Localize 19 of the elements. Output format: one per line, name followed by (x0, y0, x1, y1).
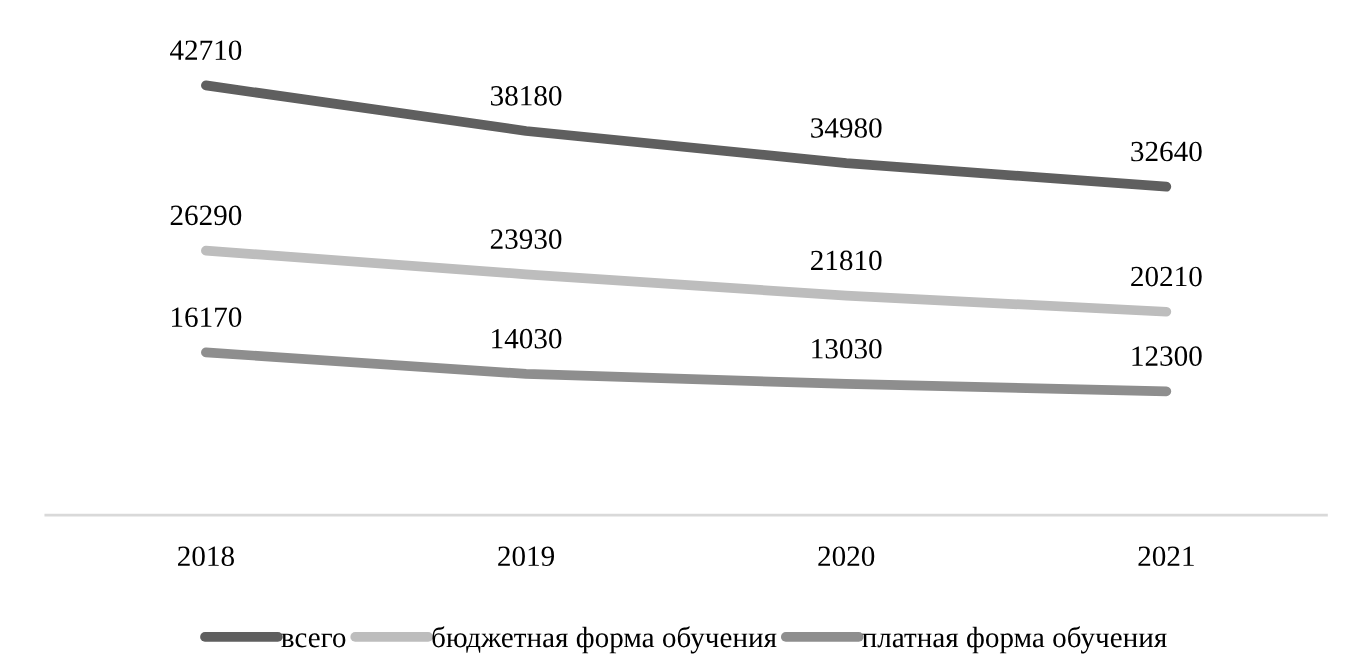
data-label: 26290 (170, 205, 242, 226)
x-tick-label: 2018 (178, 546, 234, 567)
legend-label: бюджетная форма обучения (432, 626, 777, 654)
data-label: 42710 (170, 40, 242, 61)
data-label: 32640 (1131, 141, 1202, 162)
data-label: 20210 (1131, 266, 1202, 287)
data-label: 38180 (490, 85, 562, 106)
legend-label: платная форма обучения (862, 626, 1167, 654)
data-label: 12300 (1132, 346, 1202, 366)
data-label: 23930 (490, 229, 562, 249)
data-label: 13030 (812, 338, 882, 359)
data-label: 14030 (492, 328, 562, 349)
data-label: 34980 (811, 118, 882, 138)
data-label: 21810 (811, 250, 882, 271)
x-tick-label: 2021 (1138, 546, 1194, 567)
x-tick-label: 2019 (498, 546, 555, 567)
legend-label: всего (281, 633, 346, 648)
x-tick-label: 2020 (818, 546, 875, 567)
data-label: 16170 (172, 307, 242, 328)
